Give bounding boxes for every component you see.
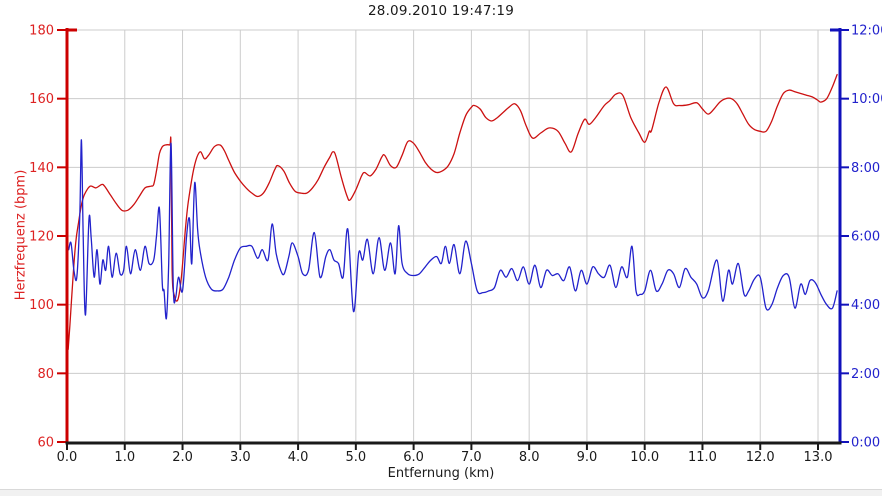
x-axis-tick-label: 2.0 bbox=[172, 450, 193, 465]
right-axis-tick-label: 10:00 bbox=[851, 92, 882, 107]
left-axis-tick-label: 120 bbox=[29, 230, 54, 245]
pace-line bbox=[68, 139, 838, 320]
heart-rate-line bbox=[67, 73, 838, 350]
right-axis-tick-label: 2:00 bbox=[851, 367, 880, 382]
left-axis-tick-label: 80 bbox=[37, 367, 54, 382]
left-axis-tick-label: 160 bbox=[29, 92, 54, 107]
x-axis-title: Entfernung (km) bbox=[387, 466, 495, 481]
x-axis-tick-label: 6.0 bbox=[403, 450, 424, 465]
left-axis-tick-label: 60 bbox=[37, 436, 54, 451]
left-axis-tick-label: 180 bbox=[29, 24, 54, 39]
x-axis-tick-label: 9.0 bbox=[577, 450, 598, 465]
x-axis-tick-label: 4.0 bbox=[288, 450, 309, 465]
right-axis-tick-label: 12:00 bbox=[851, 24, 882, 39]
x-axis-tick-label: 8.0 bbox=[519, 450, 540, 465]
x-axis-tick-label: 7.0 bbox=[461, 450, 482, 465]
right-axis-tick-label: 8:00 bbox=[851, 161, 880, 176]
bottom-status-bar bbox=[0, 489, 882, 496]
x-axis-tick-label: 11.0 bbox=[688, 450, 717, 465]
x-axis-tick-label: 1.0 bbox=[114, 450, 135, 465]
right-axis-tick-label: 4:00 bbox=[851, 298, 880, 313]
x-axis-tick-label: 12.0 bbox=[746, 450, 775, 465]
chart-title: 28.09.2010 19:47:19 bbox=[367, 3, 515, 19]
x-axis-tick-label: 10.0 bbox=[630, 450, 659, 465]
right-axis-tick-label: 0:00 bbox=[851, 436, 880, 451]
left-axis-tick-label: 100 bbox=[29, 298, 54, 313]
x-axis-tick-label: 3.0 bbox=[230, 450, 251, 465]
left-axis-tick-label: 140 bbox=[29, 161, 54, 176]
x-axis-tick-label: 5.0 bbox=[346, 450, 367, 465]
x-axis-tick-label: 0.0 bbox=[57, 450, 78, 465]
x-axis-tick-label: 13.0 bbox=[804, 450, 833, 465]
right-axis-tick-label: 6:00 bbox=[851, 230, 880, 245]
